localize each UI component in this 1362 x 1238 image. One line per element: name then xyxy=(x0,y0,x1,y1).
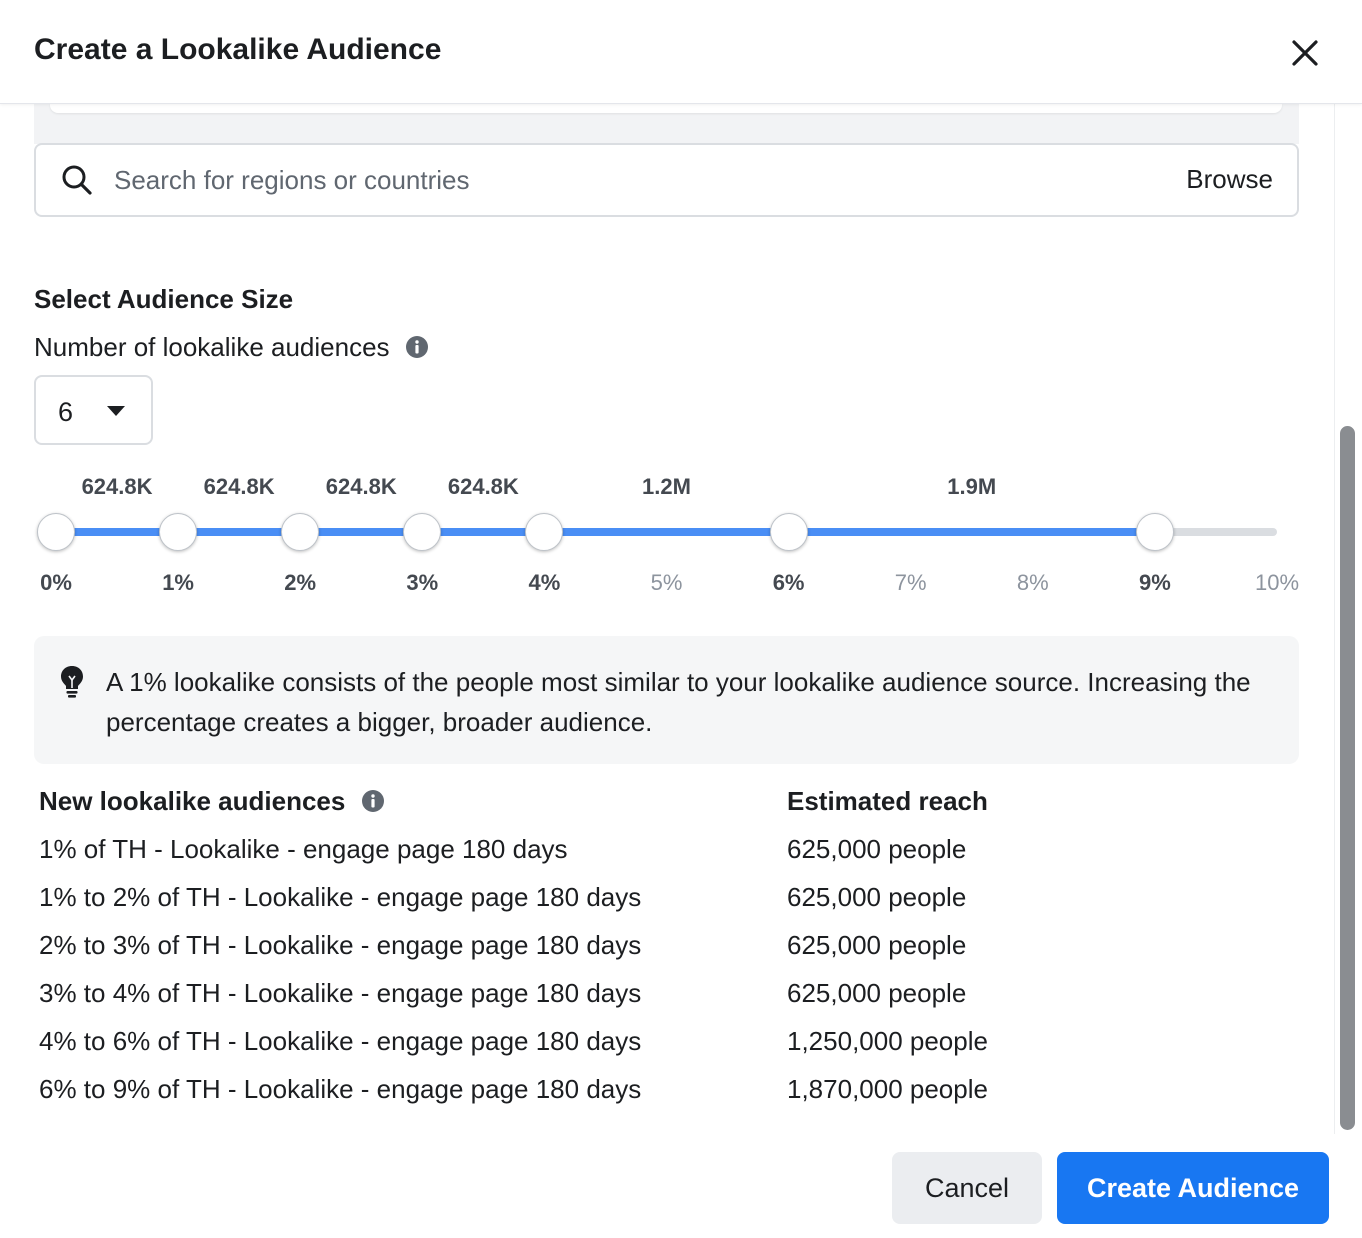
tick-label: 4% xyxy=(528,570,561,595)
tick-label: 9% xyxy=(1138,570,1171,595)
audience-reach: 1,870,000 people xyxy=(787,1074,988,1104)
audience-count-value: 6 xyxy=(58,397,74,427)
slider-handle[interactable] xyxy=(281,513,320,551)
info-icon[interactable] xyxy=(405,335,429,359)
dialog-header: Create a Lookalike Audience xyxy=(0,0,1362,104)
tick-label: 8% xyxy=(1016,570,1049,595)
dialog-title: Create a Lookalike Audience xyxy=(34,33,442,66)
dialog-footer: Cancel Create Audience xyxy=(0,1134,1362,1238)
audiences-header-text: New lookalike audiences xyxy=(39,786,346,816)
scrollbar-thumb[interactable] xyxy=(1340,426,1355,1130)
info-icon[interactable] xyxy=(361,789,385,813)
tick-label: 3% xyxy=(406,570,439,595)
slider-handle[interactable] xyxy=(525,513,564,551)
tick-label: 1% xyxy=(162,570,194,595)
location-list-panel xyxy=(34,104,1299,144)
audience-reach: 625,000 people xyxy=(787,882,967,912)
tick-label: 5% xyxy=(650,570,683,595)
audience-reach: 625,000 people xyxy=(787,834,967,864)
audience-name: 6% to 9% of TH - Lookalike - engage page… xyxy=(39,1074,642,1104)
audience-name: 1% of TH - Lookalike - engage page 180 d… xyxy=(39,834,568,864)
slider-handle[interactable] xyxy=(403,513,442,551)
caret-down-icon xyxy=(107,406,125,416)
audience-name: 1% to 2% of TH - Lookalike - engage page… xyxy=(39,882,642,912)
create-audience-button[interactable]: Create Audience xyxy=(1057,1152,1329,1224)
audience-count-label: Number of lookalike audiences xyxy=(34,332,429,363)
tick-label: 7% xyxy=(894,570,927,595)
cancel-button[interactable]: Cancel xyxy=(892,1152,1042,1224)
table-row: 4% to 6% of TH - Lookalike - engage page… xyxy=(39,1026,1289,1066)
segment-size-label: 624.8K xyxy=(325,474,397,499)
segment-size-label: 1.9M xyxy=(947,474,997,499)
tick-label: 10% xyxy=(1254,570,1300,595)
audience-count-label-text: Number of lookalike audiences xyxy=(34,332,390,362)
table-row: 1% of TH - Lookalike - engage page 180 d… xyxy=(39,834,1289,874)
slider-handle[interactable] xyxy=(769,513,808,551)
audiences-header: New lookalike audiences xyxy=(39,786,385,817)
slider-handle[interactable] xyxy=(159,513,198,551)
audience-name: 4% to 6% of TH - Lookalike - engage page… xyxy=(39,1026,642,1056)
scrollbar[interactable] xyxy=(1334,104,1362,1134)
location-search-box[interactable]: Browse xyxy=(34,143,1299,217)
audience-name: 2% to 3% of TH - Lookalike - engage page… xyxy=(39,930,642,960)
reach-header: Estimated reach xyxy=(787,786,988,816)
slider-handle[interactable] xyxy=(1135,513,1174,551)
search-icon xyxy=(62,165,92,195)
audience-reach: 1,250,000 people xyxy=(787,1026,988,1056)
tip-text: A 1% lookalike consists of the people mo… xyxy=(106,667,1251,737)
table-row: 3% to 4% of TH - Lookalike - engage page… xyxy=(39,978,1289,1018)
close-icon xyxy=(1292,40,1318,66)
lightbulb-icon xyxy=(61,666,83,698)
location-search-input[interactable] xyxy=(114,159,1014,201)
close-button[interactable] xyxy=(1286,34,1324,72)
segment-size-label: 1.2M xyxy=(642,474,691,499)
slider-track-selected xyxy=(56,528,1155,536)
table-row: 2% to 3% of TH - Lookalike - engage page… xyxy=(39,930,1289,970)
audience-size-title: Select Audience Size xyxy=(34,284,294,314)
audience-count-select[interactable]: 6 xyxy=(34,375,153,445)
browse-button[interactable]: Browse xyxy=(1186,164,1273,194)
slider-handle[interactable] xyxy=(37,513,75,551)
tick-label: 6% xyxy=(772,570,805,595)
audience-reach: 625,000 people xyxy=(787,978,967,1008)
segment-size-label: 624.8K xyxy=(81,474,153,499)
audience-size-slider[interactable]: 0% 1% 2% 3% 4% 5% 6% 7% 8% 9% 10% 624.8K 624.8K 624.8… xyxy=(34,474,1300,595)
dialog-body: Browse Select Audience Size Number of lo… xyxy=(0,104,1334,1134)
audience-reach: 625,000 people xyxy=(787,930,967,960)
location-list-item xyxy=(50,104,1282,113)
segment-size-label: 624.8K xyxy=(203,474,275,499)
table-row: 1% to 2% of TH - Lookalike - engage page… xyxy=(39,882,1289,922)
table-row: 6% to 9% of TH - Lookalike - engage page… xyxy=(39,1074,1289,1114)
segment-size-label: 624.8K xyxy=(447,474,519,499)
tip-box: A 1% lookalike consists of the people mo… xyxy=(34,636,1299,764)
audience-name: 3% to 4% of TH - Lookalike - engage page… xyxy=(39,978,642,1008)
tick-label: 0% xyxy=(40,570,72,595)
tick-label: 2% xyxy=(284,570,317,595)
